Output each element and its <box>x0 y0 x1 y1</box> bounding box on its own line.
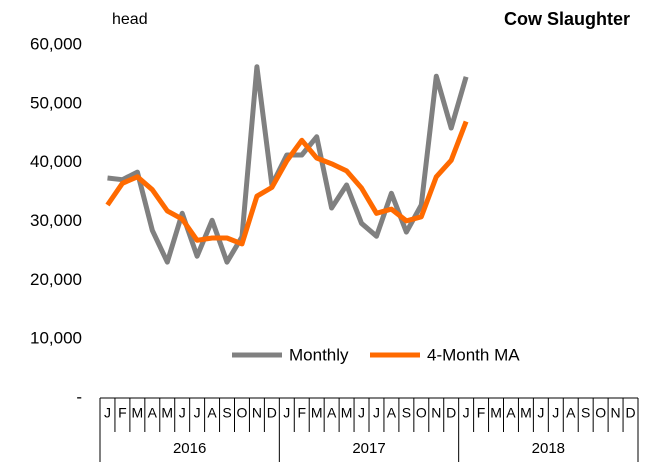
y-tick-label: 30,000 <box>30 211 82 230</box>
x-tick-label: N <box>252 405 262 421</box>
x-tick-label: A <box>207 405 217 421</box>
x-tick-label: O <box>595 405 606 421</box>
x-tick-label: A <box>506 405 516 421</box>
x-tick-label: J <box>552 405 559 421</box>
x-tick-label: O <box>416 405 427 421</box>
x-tick-label: D <box>446 405 456 421</box>
line-series <box>107 64 469 265</box>
year-label: 2016 <box>173 440 206 457</box>
x-tick-label: D <box>267 405 277 421</box>
x-tick-label: S <box>402 405 411 421</box>
x-tick-label: N <box>431 405 441 421</box>
legend-label: 4-Month MA <box>427 345 520 364</box>
x-tick-label: M <box>311 405 323 421</box>
x-tick-label: F <box>118 405 127 421</box>
x-tick-label: A <box>148 405 158 421</box>
x-tick-label: M <box>161 405 173 421</box>
x-tick-label: J <box>104 405 111 421</box>
year-label: 2018 <box>532 440 565 457</box>
x-tick-label: J <box>358 405 365 421</box>
y-tick-label: 20,000 <box>30 270 82 289</box>
x-tick-label: A <box>566 405 576 421</box>
x-tick-label: A <box>387 405 397 421</box>
y-tick-label: 10,000 <box>30 329 82 348</box>
x-tick-label: J <box>373 405 380 421</box>
year-label: 2017 <box>352 440 385 457</box>
line-series <box>105 120 469 247</box>
legend-label: Monthly <box>289 345 349 364</box>
x-tick-label: A <box>327 405 337 421</box>
x-tick-label: J <box>537 405 544 421</box>
y-tick-label: 40,000 <box>30 152 82 171</box>
x-tick-label: M <box>341 405 353 421</box>
x-tick-label: N <box>611 405 621 421</box>
x-tick-label: J <box>194 405 201 421</box>
x-tick-label: O <box>237 405 248 421</box>
x-tick-label: F <box>477 405 486 421</box>
x-tick-label: F <box>297 405 306 421</box>
x-tick-label: M <box>132 405 144 421</box>
y-tick-label: 60,000 <box>30 34 82 53</box>
x-tick-label: J <box>179 405 186 421</box>
x-tick-label: D <box>625 405 635 421</box>
x-tick-label: J <box>283 405 290 421</box>
chart-title: Cow Slaughter <box>504 9 630 29</box>
x-tick-label: S <box>581 405 590 421</box>
y-tick-label: - <box>76 387 82 406</box>
y-unit: head <box>112 11 148 28</box>
x-tick-label: M <box>520 405 532 421</box>
x-tick-label: S <box>222 405 231 421</box>
x-tick-label: J <box>463 405 470 421</box>
x-tick-label: M <box>490 405 502 421</box>
y-tick-label: 50,000 <box>30 93 82 112</box>
